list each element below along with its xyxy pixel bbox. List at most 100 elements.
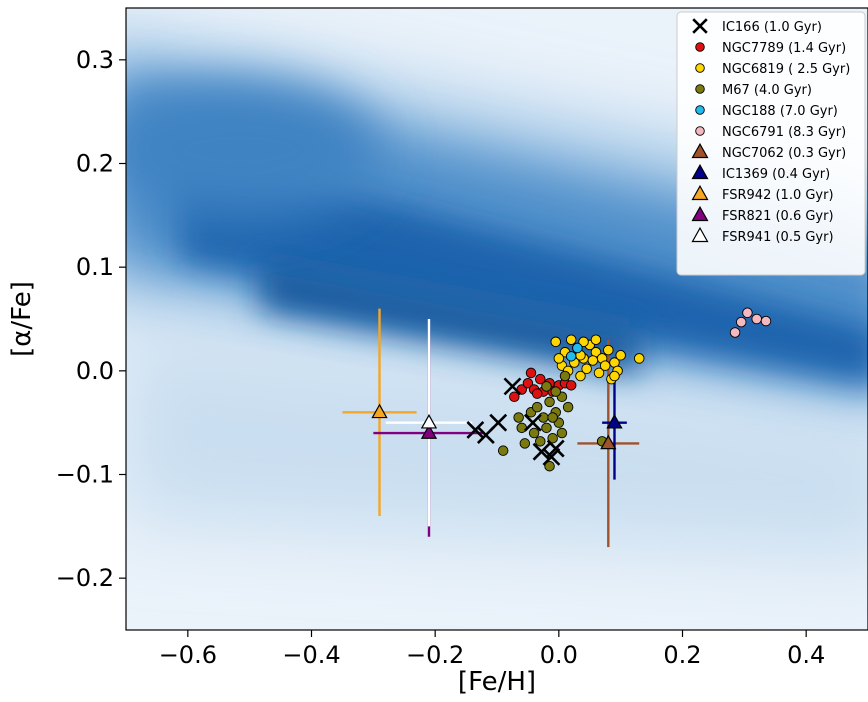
legend-label-fsr941: FSR941 (0.5 Gyr) [722,230,834,245]
ngc7789-point [509,391,520,403]
fsr941-point [420,413,438,429]
ngc7789-point [535,373,546,385]
ic166-point [532,442,551,461]
legend-marker-ngc188 [695,105,705,115]
legend-marker-ic166 [692,18,708,34]
legend-marker-ngc6791 [695,126,705,136]
ngc7789-point [531,388,543,399]
m67-point [550,386,561,397]
ngc6819-point [633,353,645,364]
m67-point [541,381,552,392]
fsr942-point [371,403,388,419]
ngc6819-point [550,336,561,348]
legend-marker-ic1369 [691,163,709,180]
legend-label-fsr942: FSR942 (1.0 Gyr) [722,188,834,203]
ic166-point [542,447,561,466]
ngc6819-point [578,336,589,348]
legend-label-ic166: IC166 (1.0 Gyr) [722,20,822,35]
density-core-band [180,150,868,383]
ngc6819-point [587,355,599,366]
ngc6791-point [729,327,741,338]
legend-label-ic1369: IC1369 (0.4 Gyr) [722,167,830,182]
density-lower-band [126,330,868,559]
m67-point [535,436,546,447]
ic166-point [523,413,542,432]
legend-label-ngc188: NGC188 (7.0 Gyr) [722,104,838,119]
ic1369-point [606,413,623,429]
legend-marker-ngc7062 [691,142,709,159]
ngc6819-point [565,334,577,345]
ngc7062-point [600,434,617,450]
ngc6791-point [742,307,753,319]
legend-label-ngc7789: NGC7789 (1.4 Gyr) [722,41,846,56]
x-tick-label: 0.4 [787,641,825,669]
plot-frame [125,7,868,631]
ic166-point [503,377,522,396]
ngc6819-point [593,367,605,379]
ngc7789-point [525,367,537,379]
x-axis-label: [Fe/H] [458,667,536,697]
x-tick-label: 0.0 [540,641,578,669]
ngc6819-point [590,334,602,345]
ngc188-point [572,342,583,354]
y-tick-label: −0.2 [56,564,114,592]
m67-point [497,445,509,456]
x-tick-label: −0.2 [406,641,464,669]
y-tick-label: 0.2 [76,150,114,178]
density-upper-left-lobe [126,80,380,220]
y-tick-label: 0.3 [76,46,114,74]
m67-point [547,412,558,423]
legend-marker-fsr942 [691,184,709,201]
m67-point [544,396,555,408]
ic166-point [466,421,485,439]
legend-marker-m67 [695,84,705,94]
ic166-point [489,413,508,432]
y-axis: −0.2 −0.1 0.0 0.1 0.2 0.3 [56,46,126,592]
m67-point [547,432,558,444]
legend-label-ngc7062: NGC7062 (0.3 Gyr) [722,146,846,161]
density-peak [260,260,640,375]
legend-marker-fsr941 [691,226,709,243]
ngc6819-point [581,363,592,375]
legend-label-m67: M67 (4.0 Gyr) [722,83,812,98]
ngc6819-point [599,360,611,371]
ngc6819-point [615,350,626,361]
m67-point [559,370,571,382]
m67-point [541,422,552,434]
legend-marker-fsr821 [691,205,709,222]
m67-point [528,427,540,439]
x-tick-label: 0.2 [663,641,701,669]
legend-label-fsr821: FSR821 (0.6 Gyr) [722,209,834,224]
legend-label-ngc6791: NGC6791 (8.3 Gyr) [722,125,846,140]
ngc6791-point [760,315,772,327]
legend-label-ngc6819: NGC6819 ( 2.5 Gyr) [722,62,850,77]
m67-point [513,412,524,423]
legend: IC166 (1.0 Gyr) NGC7789 (1.4 Gyr) NGC6819 … [676,11,866,276]
m67-point [531,401,543,413]
m67-point [544,460,555,472]
data-points [371,307,772,472]
x-tick-label: −0.4 [282,641,340,669]
m67-point [556,427,568,439]
y-tick-label: −0.1 [56,461,114,489]
fsr821-point [420,424,438,439]
density-map [126,38,868,559]
ic166-point [546,439,565,458]
legend-marker-ngc7789 [695,42,705,52]
m67-point [519,438,531,449]
ngc7789-point [565,380,577,391]
x-axis: −0.6 −0.4 −0.2 0.0 0.2 0.4 [159,630,825,669]
ngc6791-point [735,316,747,328]
ngc188-point [565,351,577,362]
legend-box [676,11,866,276]
ngc7789-point [522,378,534,389]
ngc6791-point [751,313,762,325]
y-tick-label: 0.1 [76,253,114,281]
ngc6819-point [603,344,614,356]
ngc6819-point [575,370,586,382]
m67-point [516,422,527,434]
y-axis-label: [α/Fe] [7,281,37,357]
ngc6819-point [553,353,565,364]
